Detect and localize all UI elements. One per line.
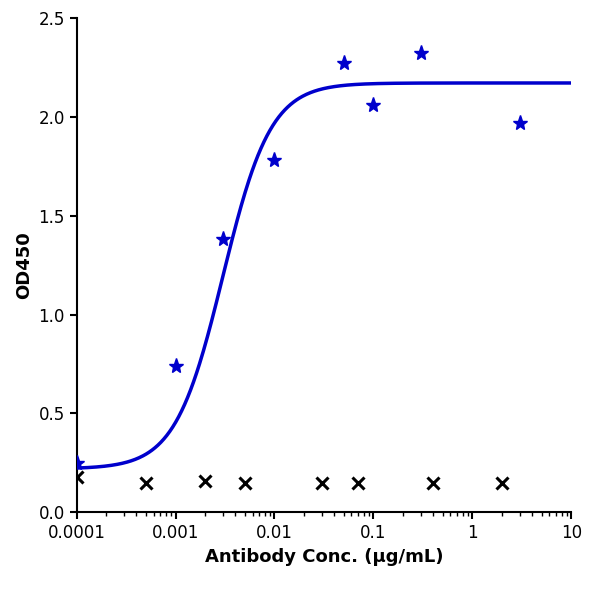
Y-axis label: OD450: OD450 (15, 231, 33, 299)
X-axis label: Antibody Conc. (µg/mL): Antibody Conc. (µg/mL) (205, 548, 443, 566)
